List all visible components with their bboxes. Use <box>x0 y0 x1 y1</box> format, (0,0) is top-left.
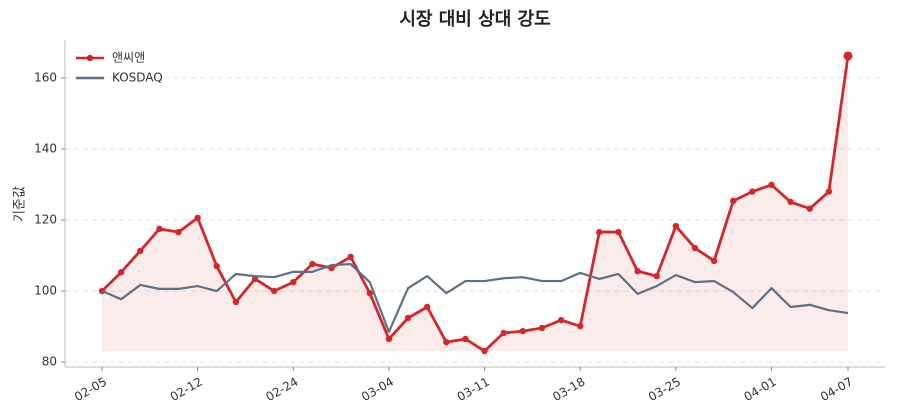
point <box>672 222 680 230</box>
legend-label: KOSDAQ <box>112 71 163 85</box>
point <box>232 298 240 306</box>
x-tick-label: 04-07 <box>818 375 855 405</box>
point <box>481 347 488 355</box>
point <box>843 51 853 61</box>
point <box>443 338 450 346</box>
point <box>596 228 603 236</box>
x-tick-label: 03-25 <box>646 375 683 405</box>
point <box>194 214 201 222</box>
point <box>500 329 507 337</box>
area <box>102 55 848 352</box>
point <box>462 335 469 343</box>
point <box>290 278 297 286</box>
x-tick-label: 02-24 <box>263 375 300 405</box>
point <box>213 262 220 270</box>
line <box>101 55 850 353</box>
point <box>749 188 756 195</box>
point <box>787 198 794 206</box>
point <box>347 253 354 261</box>
point <box>806 205 813 212</box>
point <box>577 322 584 330</box>
point <box>423 303 431 311</box>
y-tick-label: 160 <box>34 70 57 84</box>
point <box>137 247 144 255</box>
point <box>366 289 373 297</box>
legend-marker <box>86 54 94 62</box>
line <box>101 262 849 333</box>
point <box>615 228 622 236</box>
x-tick-label: 02-12 <box>168 375 205 405</box>
point <box>117 269 125 276</box>
x-tick-label: 03-11 <box>455 375 492 405</box>
y-tick-label: 100 <box>34 284 57 298</box>
chart-title: 시장 대비 상대 강도 <box>399 9 550 30</box>
point <box>691 244 699 252</box>
y-tick-label: 140 <box>34 142 57 156</box>
point <box>519 327 527 335</box>
point <box>710 257 718 265</box>
point <box>309 260 316 268</box>
point <box>270 287 278 295</box>
point <box>557 316 565 324</box>
point <box>825 188 833 195</box>
y-tick-label: 120 <box>34 213 57 227</box>
point <box>768 181 775 189</box>
y-axis-label: 기준값 <box>13 186 28 222</box>
point <box>730 197 737 205</box>
x-tick-label: 03-04 <box>359 375 396 405</box>
point <box>634 267 641 275</box>
x-tick-label: 03-18 <box>550 375 587 405</box>
point <box>156 225 163 233</box>
point <box>653 272 660 280</box>
point <box>175 228 182 236</box>
point <box>404 314 412 322</box>
x-tick-label: 04-01 <box>742 375 779 405</box>
x-tick-label: 02-05 <box>72 375 109 405</box>
y-tick-label: 80 <box>42 355 57 369</box>
point <box>385 335 393 343</box>
point <box>251 275 259 283</box>
point <box>538 324 546 332</box>
legend-label: 앤씨앤 <box>112 51 145 65</box>
